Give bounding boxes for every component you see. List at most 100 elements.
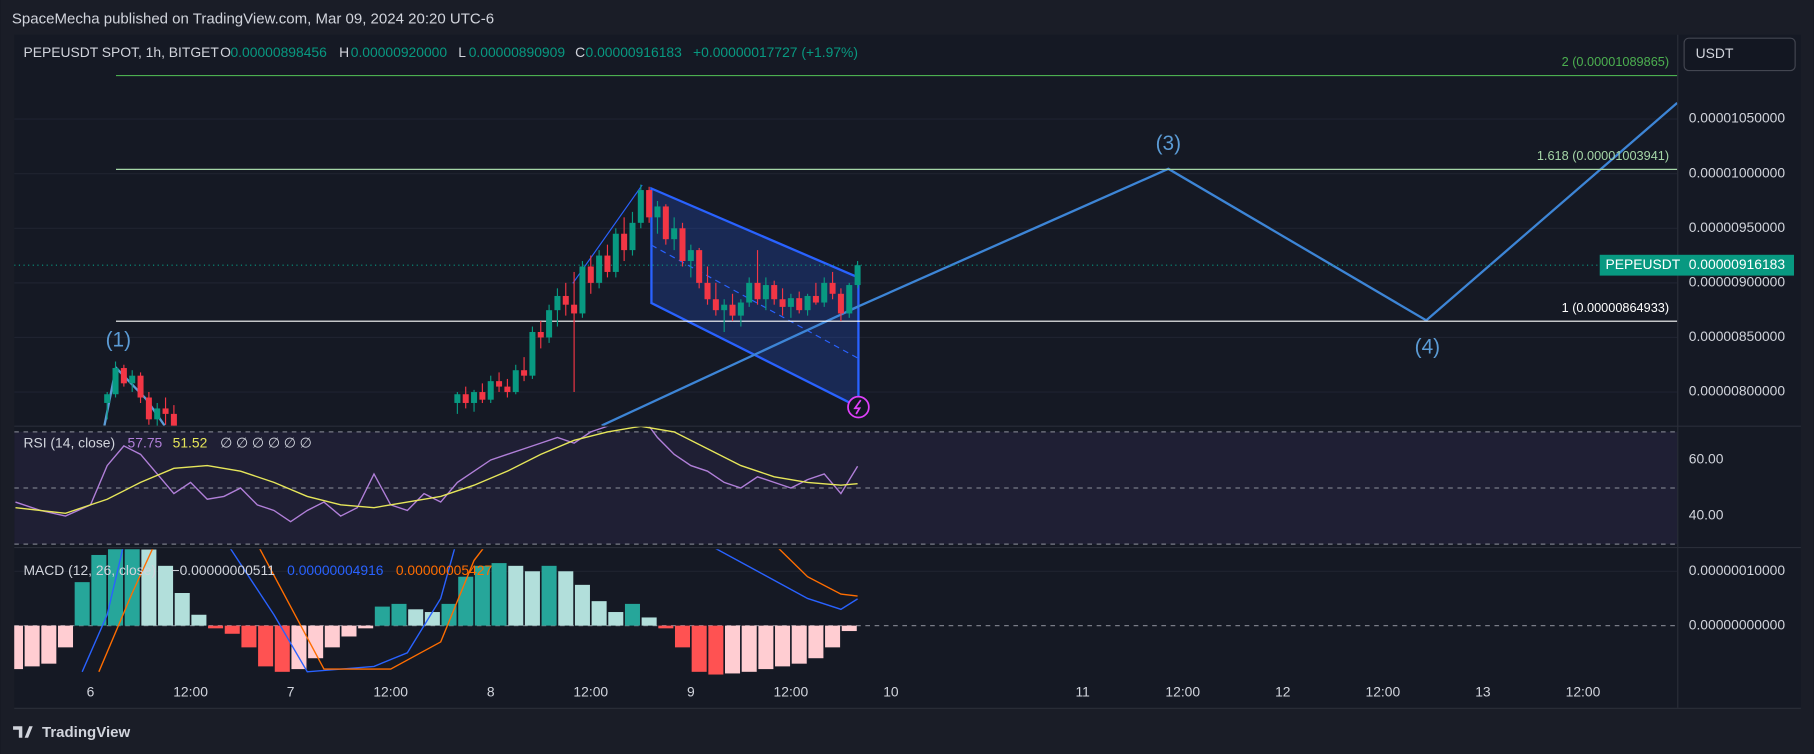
x-tick-label: 10 xyxy=(883,683,899,699)
histogram-bar xyxy=(658,625,674,629)
histogram-bar xyxy=(174,593,190,626)
x-tick-label: 13 xyxy=(1475,683,1491,699)
fib-label: 1 (0.00000864933) xyxy=(1562,300,1670,315)
candle-body xyxy=(504,386,511,393)
indicator-line xyxy=(15,426,858,514)
histogram-bar xyxy=(791,625,807,664)
last-price-tag xyxy=(1599,254,1794,276)
histogram-bar xyxy=(124,549,140,626)
candle-body xyxy=(637,190,644,223)
candle-body xyxy=(571,304,578,314)
alert-bolt xyxy=(853,399,862,415)
x-tick-label: 12:00 xyxy=(774,683,809,699)
x-tick-label: 6 xyxy=(87,683,95,699)
wave-projection xyxy=(849,102,1678,322)
indicator-line xyxy=(15,426,859,523)
candle-body xyxy=(796,298,803,311)
histogram-bar xyxy=(41,625,57,664)
candle-body xyxy=(779,299,786,307)
price-pane xyxy=(14,74,1678,426)
histogram-bar xyxy=(408,609,424,626)
candle-body xyxy=(129,375,136,384)
y-tick-label: 0.00000010000 xyxy=(1689,562,1786,578)
fib-label: 1.618 (0.00001003941) xyxy=(1537,148,1669,163)
histogram-bar xyxy=(641,617,657,626)
wave-label: (1) xyxy=(106,329,131,352)
x-tick-label: 12 xyxy=(1275,683,1291,699)
candle-body xyxy=(662,206,669,240)
indicator-line xyxy=(98,549,858,673)
candle-body xyxy=(771,285,778,300)
candle-body xyxy=(612,233,619,272)
logo-mark xyxy=(13,726,33,738)
histogram-bar xyxy=(691,625,707,672)
candle-body xyxy=(496,381,503,387)
histogram-bar xyxy=(291,625,307,670)
y-tick-label: 40.00 xyxy=(1689,507,1724,523)
last-price-value: 0.00000916183 xyxy=(1689,256,1786,272)
macd-pane xyxy=(14,549,1678,675)
x-tick-label: 9 xyxy=(687,683,695,699)
histogram-bar xyxy=(424,612,440,626)
rsi-value: 57.75 xyxy=(128,435,163,451)
histogram-bar xyxy=(758,625,774,670)
histogram-bar xyxy=(558,571,574,626)
x-tick-label: 7 xyxy=(287,683,295,699)
histogram-bar xyxy=(708,625,724,675)
histogram-bar xyxy=(74,582,90,626)
publisher: SpaceMecha published on TradingView.com,… xyxy=(12,11,494,28)
histogram-bar xyxy=(208,625,224,629)
candle-body xyxy=(454,394,461,403)
histogram-bar xyxy=(224,625,240,634)
y-tick-label: 0.00001050000 xyxy=(1689,110,1786,126)
candle-body xyxy=(529,332,536,376)
histogram-bar xyxy=(141,549,157,626)
histogram-bar xyxy=(491,563,507,626)
x-tick-label: 8 xyxy=(487,683,495,699)
histogram-bar xyxy=(458,576,474,626)
candle-body xyxy=(854,265,861,286)
candle-body xyxy=(479,392,486,400)
candle-body xyxy=(145,397,152,420)
y-tick-label: 0.00000850000 xyxy=(1689,328,1786,344)
candle-body xyxy=(846,285,853,314)
candle-body xyxy=(579,266,586,314)
candle-body xyxy=(671,228,678,240)
currency-button[interactable] xyxy=(1683,37,1796,72)
candle-body xyxy=(804,295,811,311)
histogram-bar xyxy=(541,565,557,626)
histogram-bar xyxy=(608,612,624,626)
histogram-bar xyxy=(91,554,107,626)
candle-body xyxy=(596,255,603,283)
rsi-ma-value: 51.52 xyxy=(173,435,208,451)
x-tick-label: 12:00 xyxy=(173,683,208,699)
histogram-bar xyxy=(374,606,390,626)
histogram-bar xyxy=(741,625,757,672)
candle-body xyxy=(521,370,528,376)
histogram-bar xyxy=(191,614,207,626)
x-tick-label: 12:00 xyxy=(573,683,608,699)
histogram-bar xyxy=(57,625,74,648)
change: +0.00000017727 (+1.97%) xyxy=(693,44,858,60)
candle-body xyxy=(170,413,177,426)
rsi-pane xyxy=(14,426,1678,545)
rsi-band xyxy=(14,431,1678,545)
y-tick-label: 0.00001000000 xyxy=(1689,164,1786,180)
rsi-title: RSI (14, close) xyxy=(23,435,115,451)
candle-body xyxy=(687,250,694,262)
candle-body xyxy=(554,295,561,311)
logo-text: TradingView xyxy=(42,724,130,741)
candle-body xyxy=(787,298,794,307)
candle-body xyxy=(162,408,169,414)
histogram-bar xyxy=(674,625,691,648)
histogram-bar xyxy=(391,603,407,626)
ohlc-key: C xyxy=(575,44,585,60)
candle-body xyxy=(829,282,836,294)
candle-body xyxy=(762,285,769,300)
y-tick-label: 0.00000900000 xyxy=(1689,274,1786,290)
histogram-bar xyxy=(474,565,490,626)
x-tick-label: 12:00 xyxy=(373,683,408,699)
histogram-bar xyxy=(524,571,540,626)
